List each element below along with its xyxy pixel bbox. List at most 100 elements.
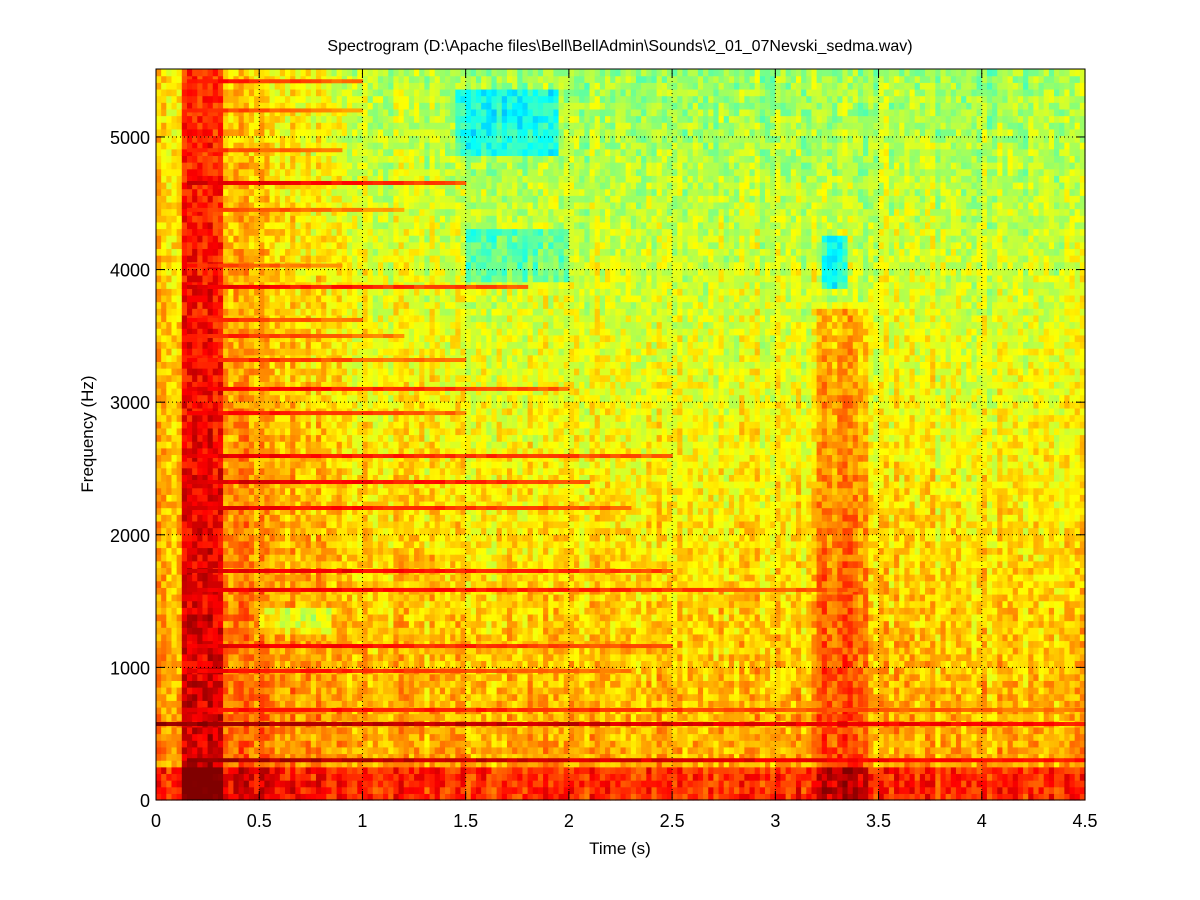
heatmap-cell bbox=[248, 540, 255, 549]
heatmap-cell bbox=[207, 341, 214, 349]
heatmap-cell bbox=[269, 102, 276, 110]
heatmap-cell bbox=[279, 328, 286, 336]
heatmap-cell bbox=[259, 494, 265, 502]
heatmap-cell bbox=[228, 633, 235, 642]
heatmap-cell bbox=[181, 69, 188, 77]
heatmap-cell bbox=[346, 687, 353, 695]
heatmap-cell bbox=[243, 208, 250, 216]
heatmap-cell bbox=[331, 208, 338, 216]
heatmap-cell bbox=[372, 361, 379, 369]
heatmap-cell bbox=[336, 115, 343, 123]
heatmap-cell bbox=[161, 673, 167, 681]
heatmap-cell bbox=[377, 520, 384, 529]
heatmap-cell bbox=[259, 520, 265, 529]
heatmap-cell bbox=[264, 600, 271, 608]
heatmap-cell bbox=[254, 620, 260, 628]
heatmap-cell bbox=[192, 188, 198, 196]
heatmap-cell bbox=[181, 294, 188, 303]
heatmap-cell bbox=[295, 600, 302, 608]
heatmap-cell bbox=[295, 88, 302, 97]
heatmap-cell bbox=[264, 780, 271, 788]
heatmap-cell bbox=[352, 454, 358, 462]
heatmap-cell bbox=[326, 527, 333, 535]
heatmap-cell bbox=[217, 647, 224, 655]
heatmap-cell bbox=[254, 793, 260, 801]
heatmap-cell bbox=[181, 494, 188, 502]
heatmap-cell bbox=[228, 560, 235, 569]
heatmap-cell bbox=[264, 381, 271, 389]
heatmap-cell bbox=[383, 288, 389, 296]
heatmap-cell bbox=[295, 494, 302, 502]
heatmap-cell bbox=[321, 128, 327, 137]
heatmap-cell bbox=[197, 461, 204, 469]
heatmap-cell bbox=[300, 162, 307, 170]
heatmap-cell bbox=[233, 175, 240, 183]
heatmap-cell bbox=[166, 228, 173, 236]
heatmap-cell bbox=[264, 461, 271, 469]
heatmap-cell bbox=[279, 687, 286, 695]
heatmap-cell bbox=[305, 168, 312, 176]
heatmap-cell bbox=[248, 387, 255, 396]
heatmap-cell bbox=[264, 733, 271, 741]
heatmap-cell bbox=[207, 740, 214, 748]
heatmap-cell bbox=[176, 334, 183, 343]
heatmap-cell bbox=[290, 135, 296, 143]
heatmap-cell bbox=[285, 454, 291, 462]
heatmap-cell bbox=[161, 354, 167, 362]
heatmap-cell bbox=[372, 547, 379, 555]
heatmap-cell bbox=[279, 188, 286, 196]
heatmap-cell bbox=[290, 760, 296, 768]
heatmap-cell bbox=[321, 527, 327, 535]
heatmap-cell bbox=[233, 613, 240, 622]
heatmap-cell bbox=[285, 168, 291, 176]
heatmap-cell bbox=[295, 766, 302, 775]
heatmap-cell bbox=[186, 387, 193, 396]
heatmap-cell bbox=[166, 766, 173, 775]
heatmap-cell bbox=[259, 673, 265, 681]
heatmap-cell bbox=[228, 713, 235, 721]
heatmap-cell bbox=[279, 208, 286, 216]
heatmap-cell bbox=[202, 441, 209, 449]
heatmap-cell bbox=[176, 607, 183, 615]
heatmap-cell bbox=[161, 534, 167, 542]
heatmap-cell bbox=[383, 560, 389, 569]
heatmap-cell bbox=[192, 334, 198, 343]
heatmap-cell bbox=[326, 122, 333, 130]
heatmap-cell bbox=[243, 102, 250, 110]
heatmap-cell bbox=[238, 487, 245, 495]
heatmap-cell bbox=[202, 142, 209, 150]
heatmap-cell bbox=[228, 394, 235, 402]
heatmap-cell bbox=[352, 627, 358, 635]
heatmap-cell bbox=[274, 88, 281, 97]
heatmap-cell bbox=[186, 780, 193, 788]
heatmap-cell bbox=[346, 341, 353, 349]
heatmap-cell bbox=[336, 215, 343, 223]
heatmap-cell bbox=[197, 514, 204, 522]
heatmap-cell bbox=[269, 560, 276, 569]
heatmap-cell bbox=[202, 574, 209, 582]
heatmap-cell bbox=[197, 487, 204, 495]
heatmap-cell bbox=[192, 148, 198, 156]
heatmap-cell bbox=[372, 308, 379, 316]
heatmap-cell bbox=[383, 607, 389, 615]
heatmap-cell bbox=[181, 88, 188, 97]
heatmap-cell bbox=[326, 69, 333, 77]
heatmap-cell bbox=[315, 534, 322, 542]
heatmap-cell bbox=[346, 554, 353, 562]
heatmap-cell bbox=[197, 401, 204, 409]
heatmap-cell bbox=[228, 607, 235, 615]
heatmap-cell bbox=[228, 321, 235, 329]
heatmap-cell bbox=[181, 255, 188, 263]
heatmap-cell bbox=[321, 687, 327, 695]
heatmap-cell bbox=[207, 680, 214, 688]
heatmap-cell bbox=[217, 593, 224, 602]
heatmap-cell bbox=[341, 633, 348, 642]
heatmap-cell bbox=[161, 301, 167, 309]
heatmap-cell bbox=[264, 693, 271, 701]
heatmap-cell bbox=[274, 368, 281, 376]
heatmap-cell bbox=[321, 374, 327, 382]
heatmap-cell bbox=[279, 447, 286, 456]
heatmap-cell bbox=[248, 726, 255, 735]
heatmap-cell bbox=[300, 780, 307, 788]
heatmap-cell bbox=[192, 441, 198, 449]
